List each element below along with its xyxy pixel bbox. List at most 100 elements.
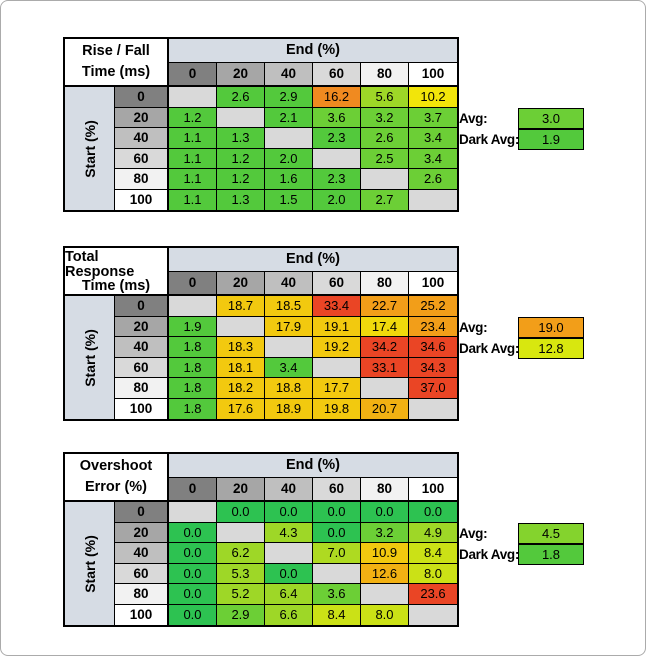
start-axis-label-text: Start (%) (81, 328, 98, 387)
data-cell: 37.0 (409, 378, 457, 399)
data-cell: 2.0 (265, 148, 313, 169)
data-cell: 25.2 (409, 296, 457, 317)
empty-cell (217, 316, 265, 337)
row-header-80: 80 (115, 378, 169, 399)
data-cell: 23.6 (409, 584, 457, 605)
data-cell: 18.2 (217, 378, 265, 399)
empty-cell (313, 357, 361, 378)
data-cell: 19.2 (313, 337, 361, 358)
table-title-line2: Time (ms) (81, 64, 151, 81)
data-cell: 17.9 (265, 316, 313, 337)
data-cell: 0.0 (409, 502, 457, 523)
data-cell: 17.6 (217, 398, 265, 419)
empty-cell (217, 107, 265, 128)
row-header-80: 80 (115, 169, 169, 190)
data-cell: 33.1 (361, 357, 409, 378)
row-header-0: 0 (115, 87, 169, 108)
avg-value-box: 4.5 (518, 523, 584, 544)
data-cell: 18.1 (217, 357, 265, 378)
col-header-0: 0 (169, 478, 217, 502)
dark-avg-value-box: 1.8 (518, 543, 584, 565)
dark-avg-row: Dark Avg: 1.8 (459, 543, 584, 565)
data-cell: 0.0 (217, 502, 265, 523)
data-cell: 3.2 (361, 522, 409, 543)
empty-cell (169, 296, 217, 317)
avg-value-box: 19.0 (518, 317, 584, 338)
data-cell: 12.6 (361, 563, 409, 584)
data-cell: 2.9 (265, 87, 313, 108)
start-axis-label-text: Start (%) (81, 119, 98, 178)
avg-row: Avg: 4.5 (459, 523, 584, 544)
col-header-40: 40 (265, 478, 313, 502)
overshoot-heatmap-grid: Overshoot Error (%) End (%) 0 20 40 60 80 100 Sta… (63, 452, 459, 627)
table-title-line1: Total Response (65, 249, 135, 280)
col-header-100: 100 (409, 63, 457, 87)
col-header-20: 20 (217, 63, 265, 87)
data-cell: 18.3 (217, 337, 265, 358)
col-header-60: 60 (313, 478, 361, 502)
col-header-80: 80 (361, 272, 409, 296)
data-cell: 1.1 (169, 189, 217, 210)
row-header-60: 60 (115, 148, 169, 169)
data-cell: 23.4 (409, 316, 457, 337)
data-cell: 1.6 (265, 169, 313, 190)
empty-cell (361, 169, 409, 190)
dark-avg-label: Dark Avg: (459, 547, 520, 562)
data-cell: 1.3 (217, 128, 265, 149)
rise-fall-avg-block: Avg: 3.0 Dark Avg: 1.9 (459, 108, 584, 150)
data-cell: 2.6 (361, 128, 409, 149)
data-cell: 0.0 (169, 584, 217, 605)
data-cell: 2.0 (313, 189, 361, 210)
data-cell: 20.7 (361, 398, 409, 419)
data-cell: 18.5 (265, 296, 313, 317)
row-header-0: 0 (115, 296, 169, 317)
data-cell: 22.7 (361, 296, 409, 317)
data-cell: 1.8 (169, 378, 217, 399)
rise-fall-heatmap-grid: Rise / Fall Time (ms) End (%) 0 20 40 60 80 100 S… (63, 37, 459, 212)
data-cell: 2.1 (265, 107, 313, 128)
data-cell: 0.0 (361, 502, 409, 523)
data-cell: 17.7 (313, 378, 361, 399)
avg-row: Avg: 3.0 (459, 108, 584, 129)
avg-label: Avg: (459, 526, 488, 541)
row-header-60: 60 (115, 357, 169, 378)
col-header-60: 60 (313, 63, 361, 87)
data-cell: 10.2 (409, 87, 457, 108)
data-cell: 18.7 (217, 296, 265, 317)
data-cell: 3.4 (265, 357, 313, 378)
data-cell: 1.5 (265, 189, 313, 210)
col-header-40: 40 (265, 63, 313, 87)
data-cell: 2.6 (409, 169, 457, 190)
dark-avg-row: Dark Avg: 12.8 (459, 337, 584, 359)
data-cell: 18.9 (265, 398, 313, 419)
data-cell: 3.6 (313, 584, 361, 605)
total-response-avg-block: Avg: 19.0 Dark Avg: 12.8 (459, 317, 584, 359)
data-cell: 5.3 (217, 563, 265, 584)
col-header-100: 100 (409, 272, 457, 296)
data-cell: 3.4 (409, 128, 457, 149)
data-cell: 1.3 (217, 189, 265, 210)
data-cell: 3.7 (409, 107, 457, 128)
avg-label: Avg: (459, 320, 488, 335)
total-response-heatmap-grid: Total Response Time (ms) End (%) 0 20 40 60 80 1… (63, 246, 459, 421)
data-cell: 1.8 (169, 357, 217, 378)
data-cell: 4.3 (265, 522, 313, 543)
data-cell: 4.9 (409, 522, 457, 543)
data-cell: 5.2 (217, 584, 265, 605)
data-cell: 2.9 (217, 604, 265, 625)
row-header-80: 80 (115, 584, 169, 605)
row-header-100: 100 (115, 398, 169, 419)
data-cell: 1.1 (169, 128, 217, 149)
row-header-20: 20 (115, 316, 169, 337)
empty-cell (265, 337, 313, 358)
data-cell: 34.3 (409, 357, 457, 378)
col-header-0: 0 (169, 63, 217, 87)
col-header-80: 80 (361, 478, 409, 502)
data-cell: 19.8 (313, 398, 361, 419)
data-cell: 19.1 (313, 316, 361, 337)
row-header-20: 20 (115, 522, 169, 543)
data-cell: 8.0 (361, 604, 409, 625)
empty-cell (361, 584, 409, 605)
empty-cell (265, 543, 313, 564)
